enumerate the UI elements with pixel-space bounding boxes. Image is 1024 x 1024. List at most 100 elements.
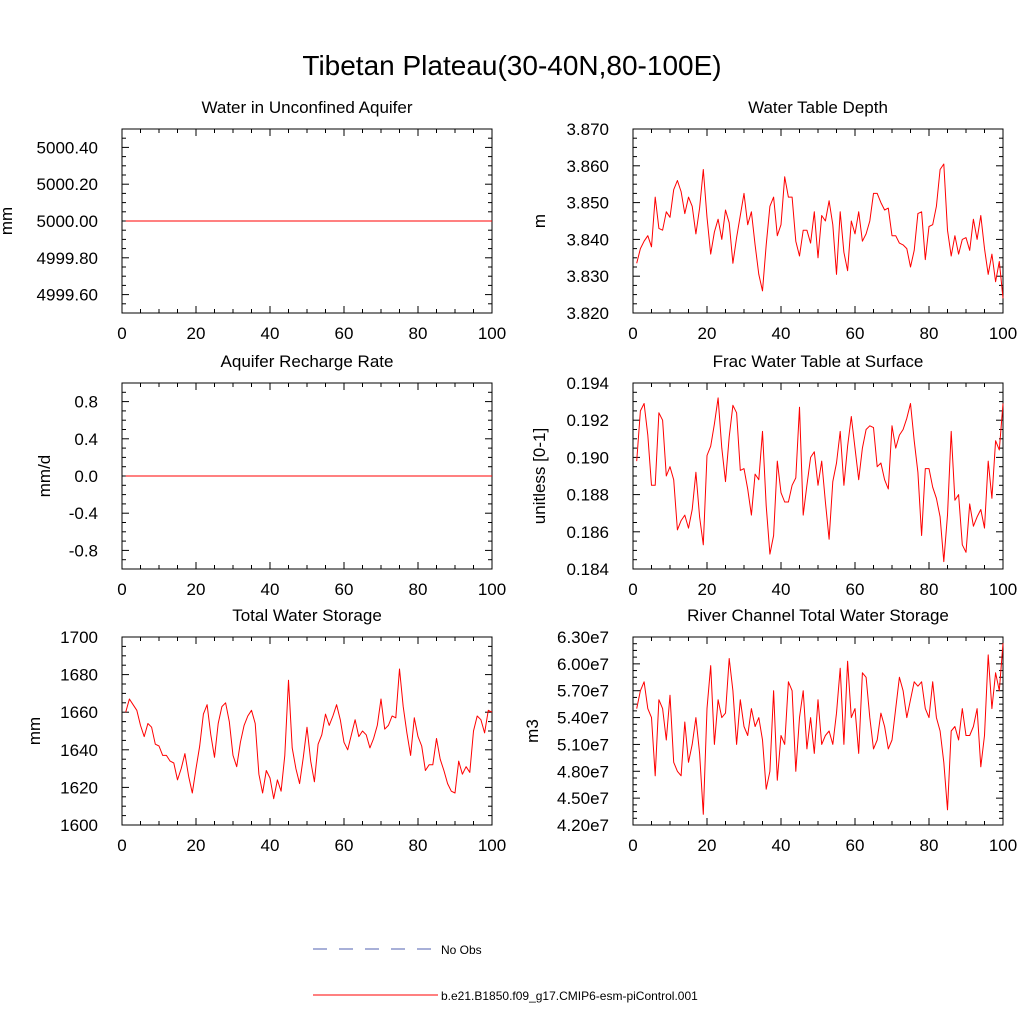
y-axis-label: m (530, 214, 549, 228)
x-tick-label: 80 (920, 836, 939, 855)
y-tick-label: 0.190 (566, 448, 609, 467)
x-tick-label: 20 (698, 836, 717, 855)
y-tick-label: 6.30e7 (557, 628, 609, 647)
y-tick-label: 0.8 (74, 393, 98, 412)
y-tick-label: 4.20e7 (557, 816, 609, 835)
x-tick-label: 60 (335, 836, 354, 855)
y-tick-label: 1600 (60, 816, 98, 835)
y-tick-label: 4.50e7 (557, 789, 609, 808)
x-tick-label: 0 (117, 324, 126, 343)
x-tick-label: 20 (187, 836, 206, 855)
x-tick-label: 80 (409, 580, 428, 599)
plot-frame (632, 636, 1004, 826)
x-tick-label: 40 (772, 580, 791, 599)
y-tick-label: 0.192 (566, 411, 609, 430)
x-tick-label: 60 (846, 324, 865, 343)
y-tick-label: 1640 (60, 741, 98, 760)
y-tick-label: -0.4 (69, 504, 98, 523)
chart-panel-4: Frac Water Table at Surface unitless [0-1… (530, 352, 1017, 599)
x-tick-label: 80 (920, 324, 939, 343)
x-tick-label: 100 (989, 580, 1017, 599)
legend (313, 948, 438, 996)
x-tick-label: 0 (628, 324, 637, 343)
x-tick-label: 40 (772, 324, 791, 343)
x-tick-label: 40 (261, 836, 280, 855)
y-axis-label: mm (0, 207, 16, 235)
plot-frame (632, 128, 1004, 314)
y-tick-label: 5000.00 (37, 212, 98, 231)
y-tick-label: 5000.20 (37, 175, 98, 194)
x-tick-label: 40 (261, 580, 280, 599)
series-line-1 (636, 643, 1004, 815)
y-tick-label: 5.70e7 (557, 682, 609, 701)
x-tick-label: 60 (335, 324, 354, 343)
y-tick-label: 6.00e7 (557, 655, 609, 674)
x-tick-label: 40 (261, 324, 280, 343)
chart-panel-6: River Channel Total Water Storage m3 0 20 40… (523, 606, 1017, 855)
x-tick-label: 40 (772, 836, 791, 855)
x-tick-label: 0 (117, 580, 126, 599)
y-tick-label: 4999.80 (37, 249, 98, 268)
y-tick-label: 4.80e7 (557, 762, 609, 781)
x-tick-label: 60 (335, 580, 354, 599)
legend-label-no-obs: No Obs (441, 943, 482, 957)
y-axis-label: mm (25, 717, 44, 745)
y-tick-label: 3.860 (566, 157, 609, 176)
y-tick-label: 0.188 (566, 486, 609, 505)
y-tick-label: 3.850 (566, 194, 609, 213)
panel-title: Water Table Depth (748, 98, 888, 117)
x-tick-label: 80 (409, 836, 428, 855)
panel-title: Total Water Storage (232, 606, 382, 625)
y-tick-label: 3.870 (566, 120, 609, 139)
y-tick-label: 0.194 (566, 374, 609, 393)
x-tick-label: 20 (187, 580, 206, 599)
y-tick-label: -0.8 (69, 541, 98, 560)
y-tick-label: 5.10e7 (557, 735, 609, 754)
panel-title: Water in Unconfined Aquifer (201, 98, 412, 117)
y-tick-label: 4999.60 (37, 286, 98, 305)
plot-frame (632, 382, 1004, 570)
x-tick-label: 100 (989, 324, 1017, 343)
x-tick-label: 80 (409, 324, 428, 343)
y-tick-label: 1680 (60, 666, 98, 685)
y-tick-label: 3.820 (566, 304, 609, 323)
x-tick-label: 60 (846, 836, 865, 855)
x-tick-label: 100 (989, 836, 1017, 855)
y-axis-label: m3 (523, 719, 542, 743)
x-tick-label: 0 (628, 836, 637, 855)
panel-title: Aquifer Recharge Rate (221, 352, 394, 371)
panel-title: Frac Water Table at Surface (713, 352, 924, 371)
x-tick-label: 0 (117, 836, 126, 855)
y-tick-label: 5000.40 (37, 138, 98, 157)
y-axis-label: mm/d (35, 455, 54, 498)
x-tick-label: 0 (628, 580, 637, 599)
panel-title: River Channel Total Water Storage (687, 606, 949, 625)
x-tick-label: 20 (187, 324, 206, 343)
legend-label-model: b.e21.B1850.f09_g17.CMIP6-esm-piControl.… (441, 989, 698, 1003)
y-tick-label: 1660 (60, 703, 98, 722)
x-tick-label: 20 (698, 324, 717, 343)
figure-title: Tibetan Plateau(30-40N,80-100E) (302, 50, 722, 81)
y-axis-label: unitless [0-1] (530, 428, 549, 524)
series-line-1 (636, 163, 1004, 299)
y-tick-label: 0.184 (566, 560, 609, 579)
x-tick-label: 20 (698, 580, 717, 599)
y-tick-label: 3.840 (566, 230, 609, 249)
y-tick-label: 1700 (60, 628, 98, 647)
y-tick-label: 0.0 (74, 467, 98, 486)
series-line-1 (125, 668, 493, 800)
x-tick-label: 100 (478, 836, 506, 855)
series-line-1 (636, 397, 1004, 563)
y-tick-label: 0.4 (74, 430, 98, 449)
x-tick-label: 80 (920, 580, 939, 599)
x-tick-label: 100 (478, 580, 506, 599)
y-tick-label: 1620 (60, 778, 98, 797)
y-tick-label: 0.186 (566, 523, 609, 542)
x-tick-label: 100 (478, 324, 506, 343)
y-tick-label: 5.40e7 (557, 709, 609, 728)
chart-panel-1: Water in Unconfined Aquifer mm 0 20 40 60 80 10… (0, 98, 506, 343)
chart-panel-2: Water Table Depth m 0 20 40 60 80 100 3.820 3.830… (530, 98, 1017, 343)
y-tick-label: 3.830 (566, 267, 609, 286)
chart-panel-3: Aquifer Recharge Rate mm/d 0 20 40 60 80 100 -0.… (35, 352, 506, 599)
